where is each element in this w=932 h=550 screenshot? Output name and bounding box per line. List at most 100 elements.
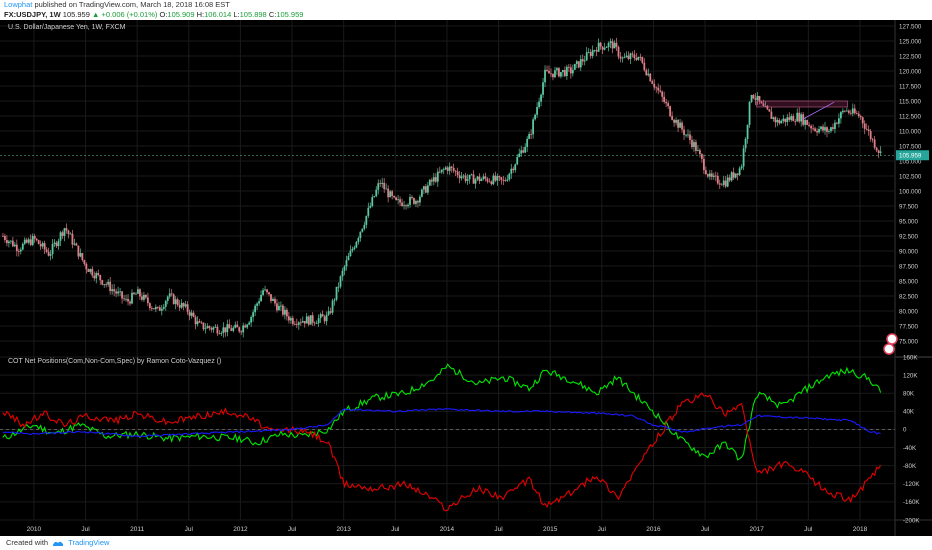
candle <box>589 48 592 59</box>
tradingview-brand[interactable]: TradingView <box>68 538 110 547</box>
candle-body <box>877 150 880 153</box>
candle-body <box>514 164 517 171</box>
candle <box>325 311 328 326</box>
candle-body <box>125 298 127 300</box>
candle-body <box>667 103 670 107</box>
candle-body <box>121 291 123 299</box>
candle-body <box>593 50 596 51</box>
chart-area[interactable]: 2010 Jul 2011 Jul 2012 Jul 2013 Jul 2014 Jul 2015 J… <box>0 20 932 536</box>
candle <box>591 45 594 59</box>
price-tick-label: 107.500 <box>899 143 922 150</box>
candle-body <box>603 47 606 50</box>
candle-body <box>385 188 388 190</box>
candle <box>232 325 235 333</box>
annotation-box <box>756 100 848 108</box>
candle-body <box>323 316 326 322</box>
candle-body <box>61 232 64 236</box>
candle-body <box>49 254 52 256</box>
candle <box>419 194 421 207</box>
author-link[interactable]: Lowphat <box>4 0 33 9</box>
x-tick-label: Jul <box>81 526 90 533</box>
candle <box>152 308 155 310</box>
candle-body <box>297 322 300 325</box>
candle <box>697 145 699 152</box>
candle <box>349 245 352 257</box>
candle-body <box>863 123 866 129</box>
candle <box>546 65 548 73</box>
candle <box>629 52 632 65</box>
candle <box>657 83 660 95</box>
candle-body <box>490 181 493 185</box>
candle-body <box>498 176 501 178</box>
candle-body <box>438 171 441 173</box>
candle <box>341 267 344 281</box>
price-pane[interactable] <box>0 37 895 338</box>
candle <box>583 56 586 66</box>
x-tick-label: 2017 <box>749 526 764 533</box>
candle-body <box>520 150 523 154</box>
candle <box>331 298 334 315</box>
candle-body <box>718 183 721 185</box>
candle <box>190 309 193 319</box>
candle-body <box>865 128 868 130</box>
candle-body <box>421 189 423 197</box>
candle-body <box>716 175 719 184</box>
candle <box>700 153 703 163</box>
candle <box>754 93 757 106</box>
candle <box>704 166 707 175</box>
candle-body <box>857 113 860 117</box>
candle <box>778 118 781 125</box>
candle-body <box>331 300 334 313</box>
candle <box>164 299 167 311</box>
candle-body <box>790 116 793 120</box>
candle-body <box>89 268 92 272</box>
candle <box>220 331 223 337</box>
candle-body <box>139 289 141 297</box>
publish-info: published on TradingView.com, March 18, … <box>34 0 230 9</box>
candle-body <box>35 238 38 241</box>
candle-body <box>299 322 302 324</box>
candle-body <box>702 158 705 171</box>
alert-icon[interactable] <box>883 333 898 355</box>
candle-body <box>601 46 604 50</box>
candle-body <box>506 179 509 181</box>
candle-body <box>585 52 588 61</box>
candle-body <box>839 112 842 119</box>
candle <box>800 112 803 127</box>
candle <box>738 166 741 177</box>
candle <box>276 299 278 313</box>
candle-body <box>832 127 834 129</box>
candle <box>790 113 793 122</box>
candle <box>611 38 614 54</box>
candle-body <box>762 103 765 106</box>
candle <box>327 306 330 317</box>
candle <box>869 128 872 142</box>
x-tick-label: Jul <box>598 526 607 533</box>
candle-body <box>700 154 703 159</box>
candle-body <box>643 62 646 71</box>
candle <box>845 107 848 112</box>
candle-body <box>830 127 832 132</box>
candle <box>476 176 479 182</box>
candle-body <box>736 173 739 175</box>
candle <box>319 312 322 324</box>
candle-body <box>440 169 443 173</box>
candle <box>278 301 280 311</box>
candle-body <box>230 328 233 331</box>
candle <box>59 230 62 246</box>
candle-body <box>168 293 171 297</box>
candle-body <box>800 114 803 122</box>
candle <box>587 48 590 54</box>
candle-body <box>295 323 298 325</box>
cot-pane[interactable] <box>0 363 895 512</box>
candle-body <box>41 243 44 247</box>
axes: 2010 Jul 2011 Jul 2012 Jul 2013 Jul 2014 Jul 2015 J… <box>27 23 929 533</box>
candle <box>699 148 701 158</box>
candle <box>293 321 296 326</box>
candle <box>818 125 820 134</box>
candle <box>518 148 521 158</box>
candle <box>504 177 507 182</box>
candle <box>75 242 78 246</box>
candle <box>655 86 658 93</box>
cot-tick-label: 40K <box>903 409 915 416</box>
